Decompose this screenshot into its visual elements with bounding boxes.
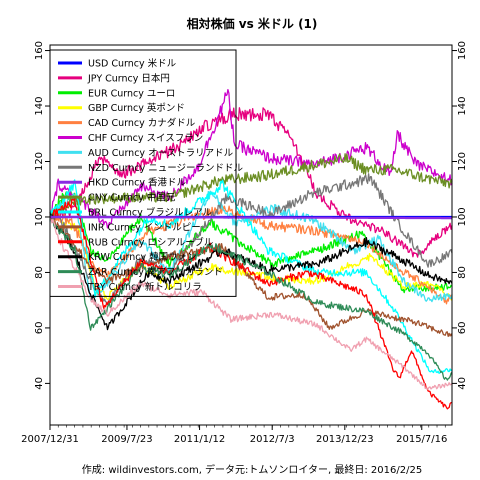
- legend-label-6: AUD Curncy オーストラリアドル: [88, 148, 234, 159]
- y-tick-label-right-2: 80: [457, 266, 468, 279]
- legend-label-12: RUB Curncy ロシアルーブル: [88, 236, 214, 248]
- series-line-15: [49, 217, 453, 390]
- x-tick-label-3: 2012/7/3: [250, 434, 295, 445]
- x-tick-label-2: 2011/1/12: [174, 434, 225, 445]
- legend-label-5: CHF Curncy スイスフラン: [88, 133, 203, 144]
- legend-label-9: CNY Curncy 中国元: [88, 192, 176, 204]
- y-tick-label-right-3: 100: [457, 207, 468, 226]
- legend-label-11: INR Curncy インドルピー: [88, 222, 201, 233]
- source-note: 作成: wildinvestors.com, データ元:トムソンロイター, 最終…: [82, 463, 422, 476]
- legend: USD Curncy 米ドル JPY Curncy 日本円 EUR Curncy ユ…: [49, 49, 244, 297]
- series-line-8: [49, 215, 453, 220]
- axis-layer: 40 40 60 60 80 80 100 100 120 120 140 140 160 160 2007…: [21, 41, 468, 445]
- legend-label-0: USD Curncy 米ドル: [88, 58, 177, 70]
- legend-label-2: EUR Curncy ユーロ: [88, 88, 175, 99]
- y-tick-label-left-3: 100: [34, 207, 45, 226]
- y-tick-label-right-0: 40: [457, 377, 468, 390]
- legend-label-13: KRW Curncy 韓国ウォン: [88, 252, 197, 263]
- legend-label-15: TRY Curncy 新トルコリラ: [87, 281, 202, 293]
- legend-label-7: NZD Curncy ニュージーランドドル: [88, 163, 244, 174]
- x-tick-label-4: 2013/12/23: [316, 434, 374, 445]
- y-tick-label-right-6: 160: [457, 41, 468, 60]
- y-tick-label-left-2: 80: [34, 266, 45, 279]
- legend-label-8: HKD Curncy 香港ドル: [88, 177, 186, 189]
- series-line-11: [49, 215, 453, 338]
- series-line-9: [49, 153, 453, 221]
- legend-label-3: GBP Curncy 英ポンド: [88, 102, 185, 114]
- legend-label-4: CAD Curncy カナダドル: [88, 117, 196, 129]
- y-tick-label-right-5: 140: [457, 96, 468, 115]
- series-line-14: [49, 214, 453, 381]
- legend-label-10: BRL Curncy ブラジルレアル: [88, 207, 212, 219]
- y-tick-label-left-1: 60: [34, 322, 45, 335]
- y-tick-label-left-6: 160: [34, 41, 45, 60]
- x-tick-label-0: 2007/12/31: [21, 434, 79, 445]
- x-tick-label-5: 2015/7/16: [396, 434, 447, 445]
- series-line-12: [49, 198, 453, 410]
- series-line-5: [49, 88, 453, 229]
- y-tick-label-left-4: 120: [34, 152, 45, 171]
- series-layer: [49, 88, 453, 410]
- y-tick-label-right-4: 120: [457, 152, 468, 171]
- legend-label-14: ZAR Curncy 南アフリカランド: [88, 266, 223, 278]
- series-line-1: [49, 107, 453, 258]
- y-tick-label-left-5: 140: [34, 96, 45, 115]
- series-line-2: [49, 190, 453, 294]
- series-line-10: [49, 179, 453, 374]
- chart-title: 相対株価 vs 米ドル (1): [187, 16, 318, 31]
- legend-box: [49, 49, 237, 297]
- y-tick-label-left-0: 40: [34, 377, 45, 390]
- y-tick-label-right-1: 60: [457, 322, 468, 335]
- x-tick-label-1: 2009/7/23: [101, 434, 152, 445]
- legend-label-1: JPY Curncy 日本円: [87, 72, 170, 84]
